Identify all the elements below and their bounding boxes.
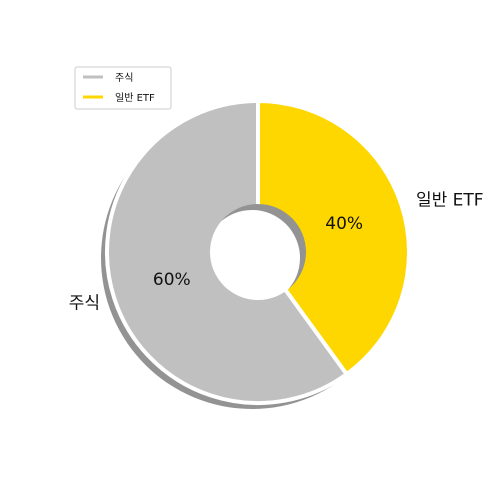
category-label-1: 일반 ETF bbox=[416, 191, 484, 211]
legend: 주식 일반 ETF bbox=[74, 66, 172, 110]
pie-slices bbox=[105, 99, 411, 405]
legend-label-1: 일반 ETF bbox=[115, 92, 155, 104]
percent-labels: 60% 40% bbox=[153, 214, 363, 290]
legend-label-0: 주식 bbox=[115, 72, 133, 84]
pie-slice-1 bbox=[256, 99, 411, 377]
percent-label-0: 60% bbox=[153, 270, 191, 290]
category-label-0: 주식 bbox=[69, 293, 100, 313]
category-labels: 주식 일반 ETF bbox=[69, 191, 484, 314]
percent-label-1: 40% bbox=[325, 214, 363, 234]
pie-slice-0 bbox=[105, 99, 349, 405]
